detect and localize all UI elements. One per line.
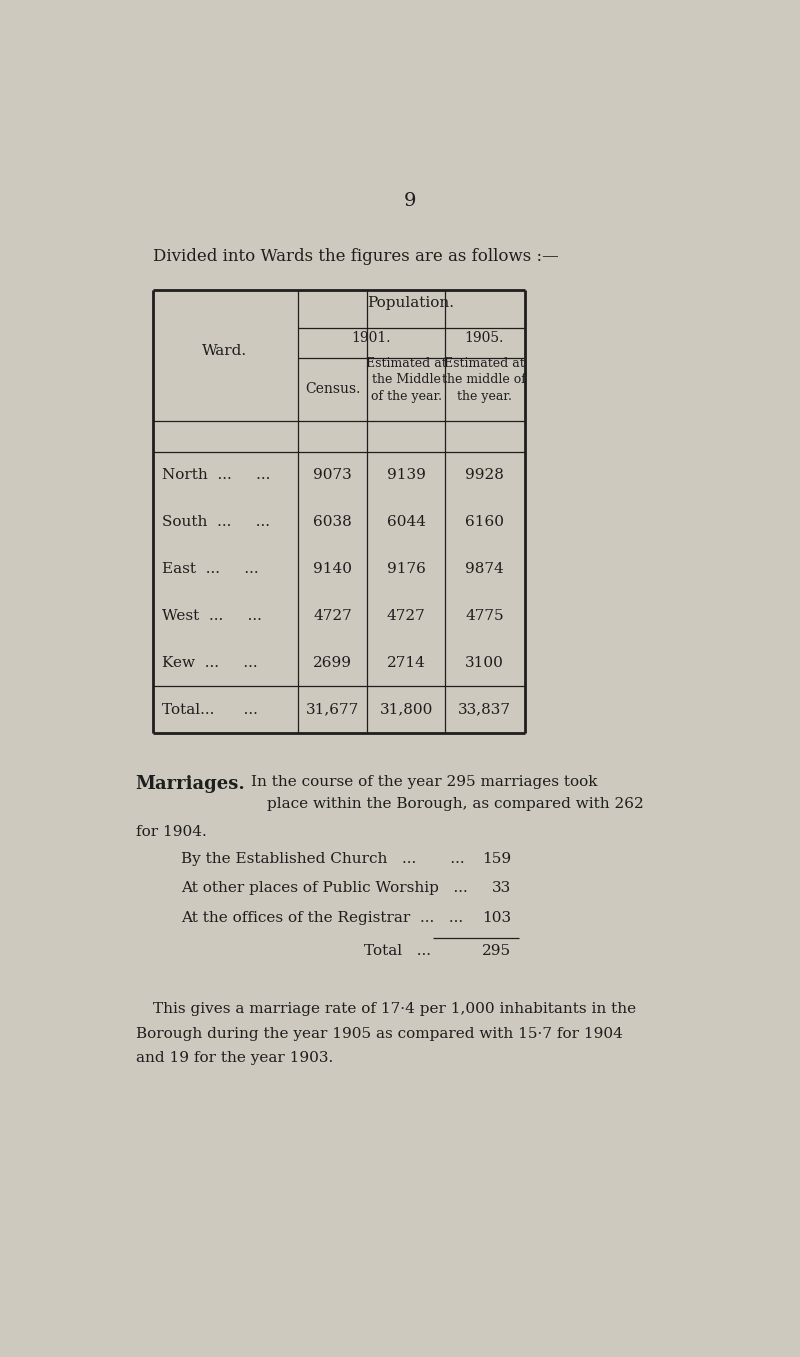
Text: 3100: 3100 xyxy=(465,655,504,669)
Text: 9: 9 xyxy=(404,193,416,210)
Text: 9139: 9139 xyxy=(386,468,426,482)
Text: 33,837: 33,837 xyxy=(458,703,511,716)
Text: 4727: 4727 xyxy=(386,608,426,623)
Text: 9140: 9140 xyxy=(313,562,352,575)
Text: Kew  ...     ...: Kew ... ... xyxy=(162,655,258,669)
Text: Divided into Wards the figures are as follows :—: Divided into Wards the figures are as fo… xyxy=(153,247,558,265)
Text: North  ...     ...: North ... ... xyxy=(162,468,270,482)
Text: Marriages.: Marriages. xyxy=(136,775,246,792)
Text: 9176: 9176 xyxy=(386,562,426,575)
Text: At other places of Public Worship   ...: At other places of Public Worship ... xyxy=(182,881,468,896)
Text: 2714: 2714 xyxy=(386,655,426,669)
Text: place within the Borough, as compared with 262: place within the Borough, as compared wi… xyxy=(266,797,643,810)
Text: 159: 159 xyxy=(482,852,510,866)
Text: 6038: 6038 xyxy=(313,514,352,529)
Text: 6044: 6044 xyxy=(386,514,426,529)
Text: 31,677: 31,677 xyxy=(306,703,359,716)
Text: 103: 103 xyxy=(482,911,510,924)
Text: In the course of the year 295 marriages took: In the course of the year 295 marriages … xyxy=(251,775,598,788)
Text: Borough during the year 1905 as compared with 15·7 for 1904: Borough during the year 1905 as compared… xyxy=(136,1027,622,1041)
Text: This gives a marriage rate of 17·4 per 1,000 inhabitants in the: This gives a marriage rate of 17·4 per 1… xyxy=(153,1001,636,1016)
Text: Estimated at
the middle of
the year.: Estimated at the middle of the year. xyxy=(442,357,526,403)
Text: 9928: 9928 xyxy=(465,468,504,482)
Text: 4775: 4775 xyxy=(465,608,504,623)
Text: At the offices of the Registrar  ...   ...: At the offices of the Registrar ... ... xyxy=(182,911,463,924)
Text: 31,800: 31,800 xyxy=(379,703,433,716)
Text: 9073: 9073 xyxy=(313,468,352,482)
Text: 295: 295 xyxy=(482,944,510,958)
Text: Total   ...: Total ... xyxy=(363,944,430,958)
Text: Population.: Population. xyxy=(367,296,454,309)
Text: Estimated at
the Middle
of the year.: Estimated at the Middle of the year. xyxy=(366,357,446,403)
Text: 1901.: 1901. xyxy=(351,331,391,346)
Text: 33: 33 xyxy=(491,881,510,896)
Text: Ward.: Ward. xyxy=(202,345,247,358)
Text: East  ...     ...: East ... ... xyxy=(162,562,258,575)
Text: 1905.: 1905. xyxy=(465,331,504,346)
Text: Total...      ...: Total... ... xyxy=(162,703,258,716)
Text: West  ...     ...: West ... ... xyxy=(162,608,262,623)
Text: By the Established Church   ...       ...: By the Established Church ... ... xyxy=(182,852,465,866)
Text: and 19 for the year 1903.: and 19 for the year 1903. xyxy=(136,1052,333,1065)
Text: Census.: Census. xyxy=(305,383,360,396)
Text: South  ...     ...: South ... ... xyxy=(162,514,270,529)
Text: 2699: 2699 xyxy=(313,655,352,669)
Text: for 1904.: for 1904. xyxy=(136,825,206,839)
Text: 6160: 6160 xyxy=(465,514,504,529)
Text: 9874: 9874 xyxy=(465,562,504,575)
Text: 4727: 4727 xyxy=(313,608,352,623)
